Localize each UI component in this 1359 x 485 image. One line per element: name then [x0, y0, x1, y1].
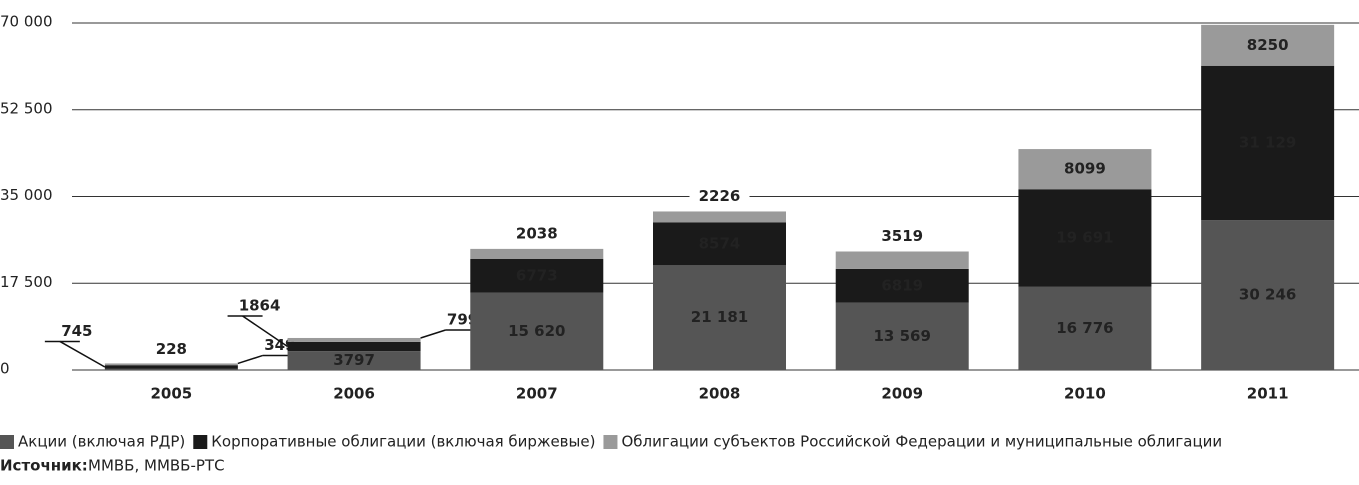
bar-segment	[835, 251, 969, 269]
bar-segment	[1018, 149, 1152, 190]
value-label: 6773	[516, 266, 558, 284]
source: ММВБ, ММВБ-РТС	[88, 457, 225, 475]
bar-segment	[470, 292, 604, 370]
legend-label: Акции (включая РДР)	[18, 433, 185, 451]
bar-segment	[104, 365, 238, 369]
value-label: 8574	[699, 234, 741, 252]
leader-line	[59, 340, 106, 368]
y-tick-label: 52 500	[0, 99, 53, 117]
value-label: 3519	[881, 227, 923, 245]
bar-segment	[1201, 65, 1335, 221]
value-label: 228	[156, 340, 187, 358]
bar-segment	[835, 302, 969, 370]
value-label: 19 691	[1056, 229, 1113, 247]
value-label: 3797	[333, 351, 375, 369]
value-label: 21 181	[691, 308, 748, 326]
bar-segment	[287, 341, 421, 352]
legend-swatch	[603, 435, 618, 449]
x-tick-label: 2009	[881, 385, 923, 403]
value-label: 6819	[881, 276, 923, 294]
legend-swatch	[0, 435, 14, 449]
value-label: 16 776	[1056, 319, 1113, 337]
x-tick-label: 2006	[333, 385, 375, 403]
bar-segment	[653, 222, 786, 266]
label-bg	[689, 185, 750, 206]
value-label: 15 620	[508, 322, 565, 340]
legend-label: Облигации субъектов Российской Федерации…	[621, 433, 1222, 451]
bar-segment	[653, 265, 786, 370]
value-label: 13 569	[874, 327, 931, 345]
x-tick-label: 2010	[1064, 385, 1106, 403]
x-tick-label: 2008	[699, 385, 741, 403]
leader-line	[420, 329, 446, 339]
bar-segment	[653, 211, 786, 223]
y-tick-label: 0	[0, 360, 10, 378]
leader-line	[237, 354, 264, 365]
y-tick-label: 35 000	[0, 186, 53, 204]
bar-segment	[470, 258, 604, 293]
legend-swatch	[193, 435, 208, 449]
label-bg	[506, 222, 567, 243]
source-label: Источник:	[0, 457, 88, 475]
y-tick-label: 17 500	[0, 273, 53, 291]
bar-segment	[287, 337, 421, 342]
bar-segment	[1018, 286, 1152, 370]
value-label: 2226	[699, 187, 741, 205]
bar-segment	[104, 363, 238, 366]
y-tick-label: 70 000	[0, 13, 53, 31]
x-tick-label: 2007	[516, 385, 558, 403]
value-label: 31 129	[1239, 133, 1296, 151]
value-label: 745	[61, 322, 92, 340]
bar-segment	[1201, 24, 1335, 66]
bar-segment	[470, 248, 604, 259]
legend-label: Корпоративные облигации (включая биржевы…	[211, 433, 595, 451]
bar-segment	[287, 351, 421, 370]
x-tick-label: 2011	[1247, 385, 1289, 403]
bar-segment	[1201, 220, 1335, 370]
x-tick-label: 2005	[150, 385, 192, 403]
bar-segment	[104, 368, 238, 370]
label-bg	[872, 225, 933, 246]
value-label: 2038	[516, 224, 558, 242]
bar-segment	[835, 268, 969, 303]
value-label: 8250	[1247, 36, 1289, 54]
bar-segment	[1018, 189, 1152, 287]
leader-line	[242, 315, 288, 348]
value-label: 8099	[1064, 160, 1106, 178]
value-label: 1864	[239, 296, 281, 314]
value-label: 30 246	[1239, 286, 1296, 304]
